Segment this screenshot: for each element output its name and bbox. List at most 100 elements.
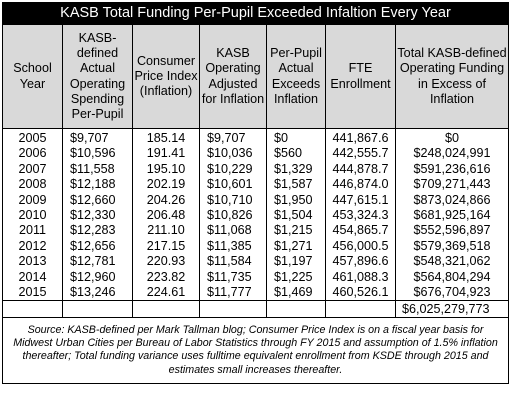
cell-per-pupil-exceeds: $1,215 [266, 223, 326, 239]
cell-total-excess: $591,236,616 [395, 161, 509, 178]
cell-fte-enrollment: 457,896.6 [325, 254, 396, 270]
cell-school-year: 2007 [2, 161, 63, 178]
cell-fte-enrollment: 441,867.6 [325, 128, 396, 147]
cell-kasb-adjusted: $11,777 [199, 285, 267, 301]
cell-cpi: 191.41 [132, 146, 200, 162]
total-empty-cell [132, 300, 200, 319]
cell-total-excess: $676,704,923 [395, 285, 509, 301]
cell-school-year: 2006 [2, 146, 63, 162]
cell-cpi: 206.48 [132, 208, 200, 224]
cell-kasb-actual: $12,330 [62, 208, 133, 224]
cell-total-excess: $0 [395, 128, 509, 147]
table-row: 2011 $12,283 211.10 $11,068 $1,215 454,865.7 $… [2, 223, 509, 239]
header-kasb-actual: KASB-defined Actual Operating Spending P… [62, 24, 133, 129]
header-kasb-adjusted: KASB Operating Adjusted for Inflation [199, 24, 267, 129]
cell-cpi: 185.14 [132, 128, 200, 147]
cell-kasb-actual: $12,283 [62, 223, 133, 239]
header-row: School Year KASB-defined Actual Operatin… [2, 24, 509, 129]
cell-fte-enrollment: 456,000.5 [325, 238, 396, 255]
total-empty-cell [199, 300, 267, 319]
cell-fte-enrollment: 461,088.3 [325, 269, 396, 286]
cell-per-pupil-exceeds: $1,469 [266, 285, 326, 301]
cell-per-pupil-exceeds: $1,271 [266, 238, 326, 255]
cell-school-year: 2009 [2, 192, 63, 209]
table-row: 2009 $12,660 204.26 $10,710 $1,950 447,615.1 $… [2, 192, 509, 209]
cell-kasb-adjusted: $10,710 [199, 192, 267, 209]
cell-school-year: 2005 [2, 128, 63, 147]
table-row: 2013 $12,781 220.93 $11,584 $1,197 457,896.6 $… [2, 254, 509, 270]
cell-kasb-actual: $12,781 [62, 254, 133, 270]
table-row: 2010 $12,330 206.48 $10,826 $1,504 453,324.3 $… [2, 208, 509, 224]
table-row: 2014 $12,960 223.82 $11,735 $1,225 461,088.3 $… [2, 269, 509, 286]
header-cpi: Consumer Price Index (Inflation) [132, 24, 200, 129]
cell-cpi: 223.82 [132, 269, 200, 286]
cell-fte-enrollment: 460,526.1 [325, 285, 396, 301]
cell-kasb-actual: $12,188 [62, 177, 133, 193]
cell-total-excess: $709,271,443 [395, 177, 509, 193]
cell-kasb-adjusted: $11,735 [199, 269, 267, 286]
cell-total-excess: $564,804,294 [395, 269, 509, 286]
table-body: 2005 $9,707 185.14 $9,707 $0 441,867.6 $0 2006 $… [2, 128, 509, 301]
cell-total-excess: $681,925,164 [395, 208, 509, 224]
cell-cpi: 220.93 [132, 254, 200, 270]
table-row: 2006 $10,596 191.41 $10,036 $560 442,555.7 $24… [2, 146, 509, 162]
cell-school-year: 2015 [2, 285, 63, 301]
source-note: Source: KASB-defined per Mark Tallman bl… [2, 317, 509, 385]
cell-kasb-adjusted: $11,385 [199, 238, 267, 255]
total-empty-cell [266, 300, 326, 319]
cell-fte-enrollment: 442,555.7 [325, 146, 396, 162]
header-per-pupil-exceeds: Per-Pupil Actual Exceeds Inflation [266, 24, 326, 129]
total-row: $6,025,279,773 [2, 300, 509, 319]
cell-total-excess: $548,321,062 [395, 254, 509, 270]
cell-kasb-actual: $12,660 [62, 192, 133, 209]
cell-cpi: 195.10 [132, 161, 200, 178]
cell-per-pupil-exceeds: $560 [266, 146, 326, 162]
cell-kasb-actual: $11,558 [62, 161, 133, 178]
table-row: 2012 $12,656 217.15 $11,385 $1,271 456,000.5 $… [2, 238, 509, 255]
cell-kasb-adjusted: $11,068 [199, 223, 267, 239]
grand-total: $6,025,279,773 [395, 300, 509, 319]
cell-fte-enrollment: 454,865.7 [325, 223, 396, 239]
header-fte-enrollment: FTE Enrollment [325, 24, 396, 129]
table-row: 2008 $12,188 202.19 $10,601 $1,587 446,874.0 $… [2, 177, 509, 193]
cell-kasb-adjusted: $10,036 [199, 146, 267, 162]
cell-school-year: 2008 [2, 177, 63, 193]
cell-cpi: 224.61 [132, 285, 200, 301]
cell-kasb-adjusted: $10,826 [199, 208, 267, 224]
cell-cpi: 202.19 [132, 177, 200, 193]
cell-school-year: 2011 [2, 223, 63, 239]
cell-total-excess: $552,596,897 [395, 223, 509, 239]
cell-per-pupil-exceeds: $1,225 [266, 269, 326, 286]
funding-table-container: KASB Total Funding Per-Pupil Exceeded In… [2, 2, 509, 385]
cell-kasb-actual: $12,656 [62, 238, 133, 255]
cell-cpi: 204.26 [132, 192, 200, 209]
cell-total-excess: $248,024,991 [395, 146, 509, 162]
cell-kasb-actual: $9,707 [62, 128, 133, 147]
cell-total-excess: $579,369,518 [395, 238, 509, 255]
table-row: 2015 $13,246 224.61 $11,777 $1,469 460,526.1 $… [2, 285, 509, 301]
cell-school-year: 2014 [2, 269, 63, 286]
table-row: 2005 $9,707 185.14 $9,707 $0 441,867.6 $0 [2, 128, 509, 147]
cell-kasb-actual: $13,246 [62, 285, 133, 301]
table-row: 2007 $11,558 195.10 $10,229 $1,329 444,878.7 $… [2, 161, 509, 178]
cell-kasb-adjusted: $10,601 [199, 177, 267, 193]
cell-per-pupil-exceeds: $1,197 [266, 254, 326, 270]
cell-cpi: 211.10 [132, 223, 200, 239]
cell-per-pupil-exceeds: $1,950 [266, 192, 326, 209]
cell-school-year: 2010 [2, 208, 63, 224]
total-empty-cell [2, 300, 63, 319]
header-school-year: School Year [2, 24, 63, 129]
cell-fte-enrollment: 446,874.0 [325, 177, 396, 193]
table-title: KASB Total Funding Per-Pupil Exceeded In… [2, 2, 509, 25]
cell-per-pupil-exceeds: $1,504 [266, 208, 326, 224]
total-empty-cell [325, 300, 396, 319]
cell-fte-enrollment: 453,324.3 [325, 208, 396, 224]
cell-fte-enrollment: 447,615.1 [325, 192, 396, 209]
cell-kasb-actual: $12,960 [62, 269, 133, 286]
header-total-excess: Total KASB-defined Operating Funding in … [395, 24, 509, 129]
cell-per-pupil-exceeds: $0 [266, 128, 326, 147]
funding-table: KASB Total Funding Per-Pupil Exceeded In… [2, 2, 509, 385]
cell-cpi: 217.15 [132, 238, 200, 255]
cell-kasb-adjusted: $9,707 [199, 128, 267, 147]
cell-total-excess: $873,024,866 [395, 192, 509, 209]
